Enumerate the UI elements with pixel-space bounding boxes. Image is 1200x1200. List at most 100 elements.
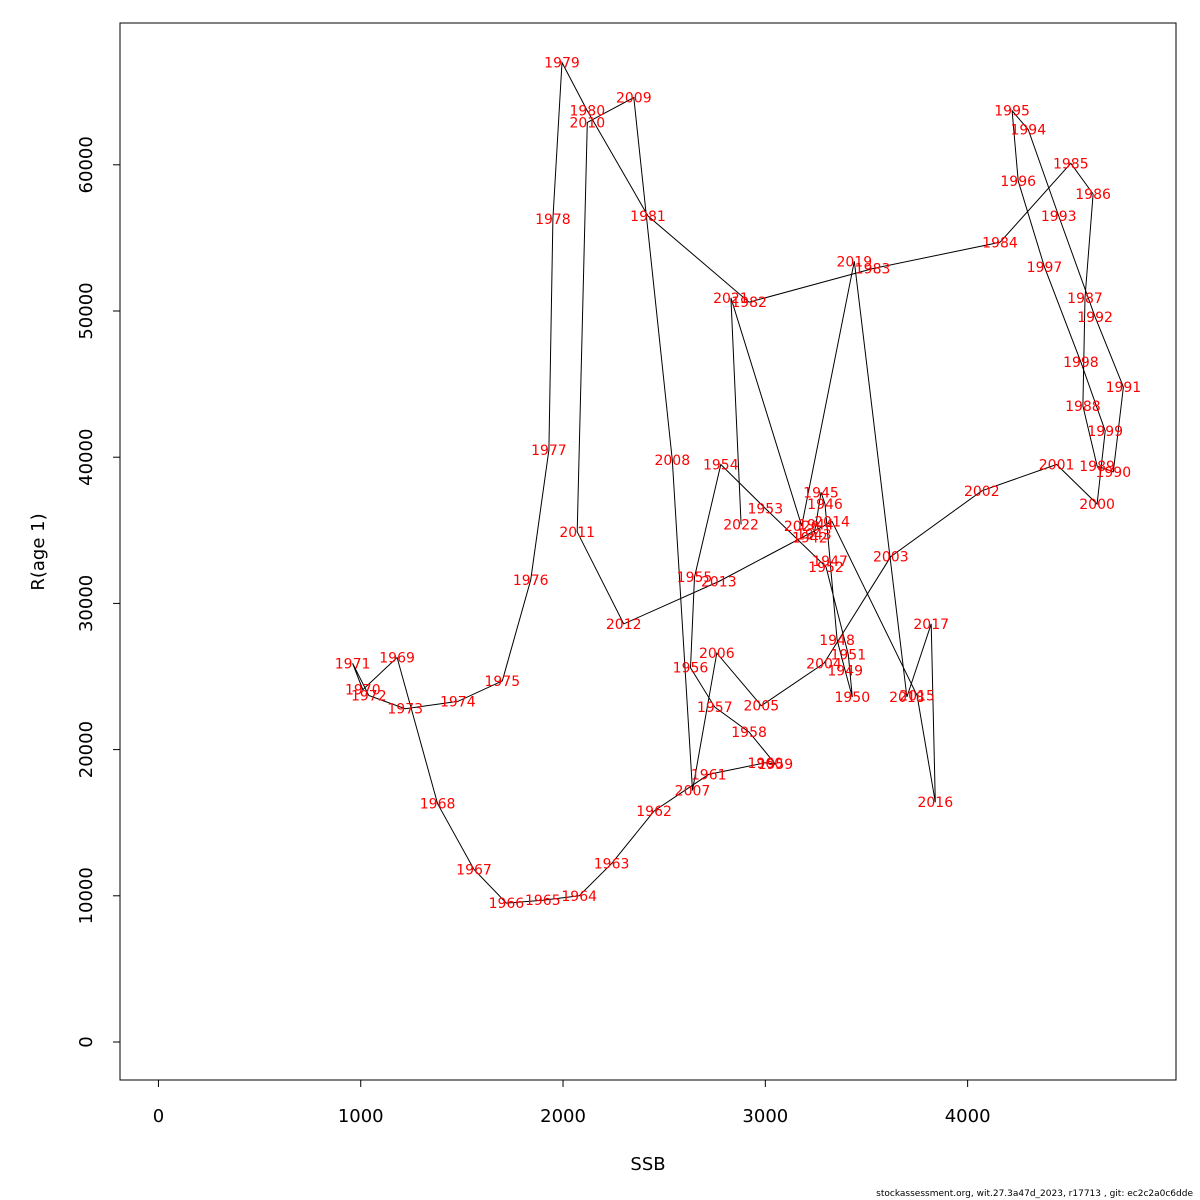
sr-trajectory-line bbox=[352, 60, 1124, 904]
year-label: 1953 bbox=[747, 501, 783, 517]
year-label: 1951 bbox=[830, 648, 866, 664]
year-label: 1985 bbox=[1053, 156, 1089, 172]
year-label: 1984 bbox=[982, 235, 1018, 251]
year-label: 1944 bbox=[798, 518, 834, 534]
year-label: 1955 bbox=[677, 570, 713, 586]
year-label: 1980 bbox=[569, 104, 605, 120]
year-label: 2005 bbox=[743, 699, 779, 715]
year-label: 1995 bbox=[994, 104, 1030, 120]
year-label: 2009 bbox=[616, 91, 652, 107]
x-tick-label: 1000 bbox=[338, 1106, 384, 1127]
year-label: 1969 bbox=[379, 651, 415, 667]
year-label: 1973 bbox=[387, 702, 423, 718]
year-label: 1945 bbox=[803, 485, 839, 501]
year-label: 1999 bbox=[1087, 424, 1123, 440]
year-label: 1986 bbox=[1075, 187, 1111, 203]
year-label: 1963 bbox=[594, 857, 630, 873]
year-label: 2017 bbox=[913, 617, 949, 633]
year-label: 1982 bbox=[731, 295, 767, 311]
year-label: 1994 bbox=[1010, 123, 1046, 139]
x-tick-label: 3000 bbox=[742, 1106, 788, 1127]
year-label: 1954 bbox=[703, 458, 739, 474]
year-label: 1976 bbox=[513, 573, 549, 589]
year-label: 1947 bbox=[812, 554, 848, 570]
x-axis: 0 1000 2000 3000 4000 bbox=[153, 1079, 991, 1127]
year-label: 1988 bbox=[1065, 399, 1101, 415]
y-tick-label: 20000 bbox=[76, 721, 97, 778]
y-tick-label: 60000 bbox=[76, 136, 97, 193]
year-label: 2010 bbox=[569, 115, 605, 131]
year-label: 1983 bbox=[855, 262, 891, 278]
footer-note: stockassessment.org, wit.27.3a47d_2023, … bbox=[876, 1189, 1193, 1199]
year-label: 1946 bbox=[807, 497, 843, 513]
year-label: 2000 bbox=[1079, 497, 1115, 513]
y-tick-label: 40000 bbox=[76, 429, 97, 486]
x-axis-label: SSB bbox=[630, 1154, 665, 1175]
year-label: 1990 bbox=[1095, 465, 1131, 481]
x-tick-label: 0 bbox=[153, 1106, 164, 1127]
year-label: 2019 bbox=[836, 254, 872, 270]
year-label: 2018 bbox=[889, 690, 925, 706]
year-label: 1975 bbox=[484, 674, 520, 690]
year-label: 1950 bbox=[834, 690, 870, 706]
year-label: 1962 bbox=[636, 804, 672, 820]
year-label: 1965 bbox=[525, 893, 561, 909]
year-label: 2013 bbox=[701, 575, 737, 591]
year-label: 1960 bbox=[747, 756, 783, 772]
year-label: 1966 bbox=[489, 896, 525, 912]
year-label: 1968 bbox=[420, 797, 456, 813]
year-label: 2014 bbox=[814, 515, 850, 531]
year-label: 1979 bbox=[544, 56, 580, 72]
year-label: 2011 bbox=[559, 525, 595, 541]
year-label: 1989 bbox=[1079, 459, 1115, 475]
year-label: 1956 bbox=[673, 661, 709, 677]
year-label: 1977 bbox=[531, 443, 567, 459]
year-label: 1959 bbox=[758, 757, 794, 773]
year-label: 1943 bbox=[796, 528, 832, 544]
year-label: 1949 bbox=[827, 664, 863, 680]
year-label: 1952 bbox=[808, 560, 844, 576]
year-label: 2008 bbox=[654, 453, 690, 469]
year-label: 1992 bbox=[1077, 310, 1113, 326]
x-tick-label: 2000 bbox=[540, 1106, 586, 1127]
year-label: 1974 bbox=[440, 694, 476, 710]
year-label: 2012 bbox=[606, 617, 642, 633]
year-label: 1948 bbox=[819, 633, 855, 649]
year-label: 2001 bbox=[1039, 458, 1075, 474]
y-tick-label: 50000 bbox=[76, 282, 97, 339]
year-label: 2021 bbox=[713, 291, 749, 307]
year-label: 2003 bbox=[873, 550, 909, 566]
x-tick-label: 4000 bbox=[945, 1106, 991, 1127]
year-label: 1997 bbox=[1027, 260, 1063, 276]
year-label: 2022 bbox=[723, 518, 759, 534]
year-label: 1972 bbox=[351, 689, 387, 705]
year-label: 1957 bbox=[697, 700, 733, 716]
year-label: 1993 bbox=[1041, 209, 1077, 225]
y-tick-label: 30000 bbox=[76, 575, 97, 632]
year-label: 2007 bbox=[675, 784, 711, 800]
year-label: 2002 bbox=[964, 484, 1000, 500]
y-axis-label: R(age 1) bbox=[28, 513, 49, 590]
year-label: 1991 bbox=[1106, 380, 1142, 396]
year-label: 1971 bbox=[335, 656, 371, 672]
year-label: 1981 bbox=[630, 209, 666, 225]
year-label: 1970 bbox=[345, 683, 381, 699]
year-label: 1961 bbox=[691, 767, 727, 783]
year-label: 2006 bbox=[699, 646, 735, 662]
year-label: 1942 bbox=[792, 531, 828, 547]
year-label: 1964 bbox=[561, 889, 597, 905]
year-label: 2004 bbox=[806, 656, 842, 672]
year-label: 1996 bbox=[1000, 174, 1036, 190]
year-label: 1958 bbox=[731, 725, 767, 741]
year-label: 1978 bbox=[535, 212, 571, 228]
y-tick-label: 10000 bbox=[76, 867, 97, 924]
year-label: 1967 bbox=[456, 863, 492, 879]
year-label: 1998 bbox=[1063, 355, 1099, 371]
year-label: 2020 bbox=[784, 519, 820, 535]
y-tick-label: 0 bbox=[76, 1036, 97, 1047]
year-label: 2015 bbox=[899, 689, 935, 705]
year-label: 2016 bbox=[917, 795, 953, 811]
year-label: 1987 bbox=[1067, 291, 1103, 307]
